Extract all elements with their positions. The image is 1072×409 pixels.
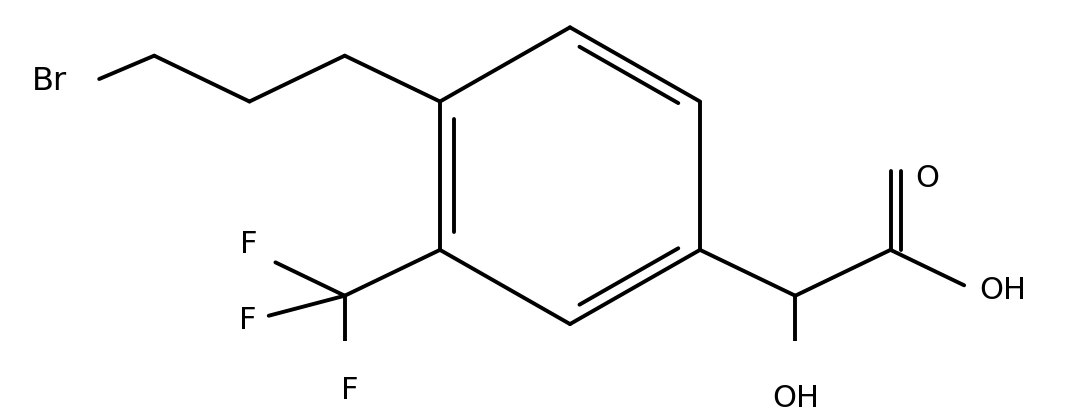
Text: OH: OH bbox=[772, 383, 819, 409]
Text: O: O bbox=[915, 164, 939, 192]
Text: F: F bbox=[240, 229, 257, 258]
Text: Br: Br bbox=[32, 66, 68, 97]
Text: F: F bbox=[239, 306, 256, 335]
Text: F: F bbox=[341, 375, 358, 404]
Text: OH: OH bbox=[979, 275, 1026, 304]
